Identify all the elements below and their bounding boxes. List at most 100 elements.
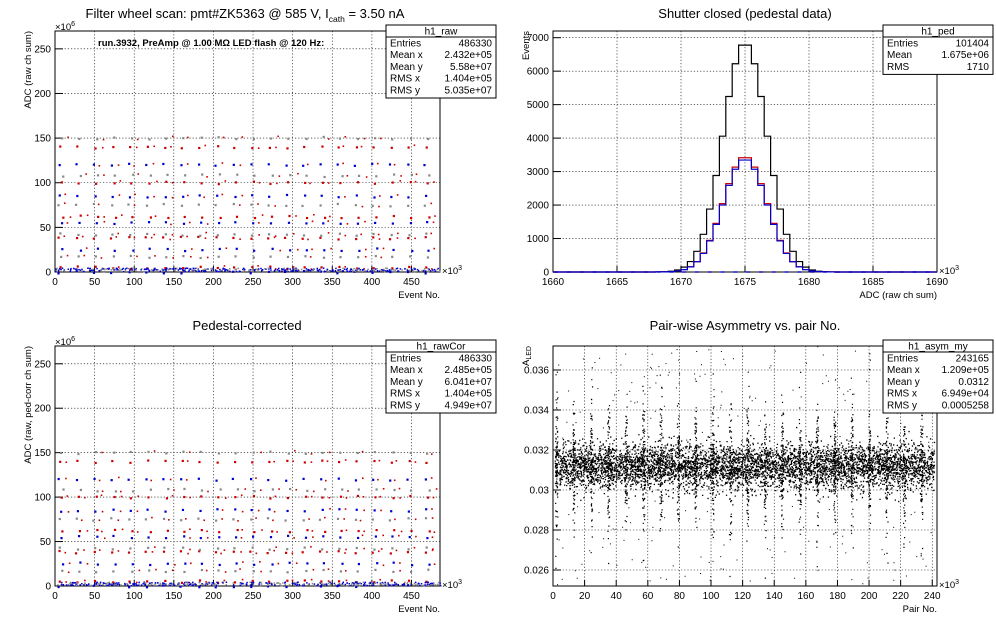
data-point <box>184 584 186 587</box>
data-point <box>377 233 380 236</box>
data-point <box>428 489 431 492</box>
data-point <box>150 236 153 239</box>
data-point <box>260 583 263 585</box>
data-point <box>221 509 224 511</box>
data-point <box>250 518 253 521</box>
data-point <box>285 551 288 554</box>
data-point <box>100 257 103 259</box>
data-point <box>291 552 294 555</box>
data-point <box>216 581 218 584</box>
data-point <box>406 478 409 481</box>
data-point <box>167 216 170 220</box>
data-point <box>312 269 315 271</box>
data-point <box>269 255 272 258</box>
stats-row-label: Mean y <box>887 377 920 388</box>
data-point <box>414 237 416 240</box>
data-point <box>269 450 272 453</box>
data-point <box>357 174 361 177</box>
data-point <box>339 536 342 539</box>
data-point <box>237 520 239 522</box>
data-point <box>354 204 357 207</box>
data-point <box>432 269 434 271</box>
data-point <box>295 562 298 565</box>
data-point <box>145 268 148 271</box>
data-point <box>242 561 244 563</box>
data-point <box>273 549 276 552</box>
data-point <box>292 268 294 270</box>
data-point <box>150 479 152 482</box>
data-point <box>433 268 436 271</box>
data-point <box>364 584 367 586</box>
data-point <box>130 182 133 185</box>
data-point <box>407 579 411 582</box>
data-point <box>144 584 146 586</box>
data-point <box>128 580 131 583</box>
data-point <box>251 579 254 583</box>
data-point <box>233 581 237 584</box>
data-point <box>194 270 196 273</box>
data-point <box>135 146 138 149</box>
data-point <box>345 497 348 499</box>
data-point <box>279 249 282 252</box>
data-point <box>363 137 366 140</box>
data-point <box>214 204 217 207</box>
data-point <box>77 233 80 237</box>
data-point <box>87 267 89 269</box>
data-point <box>433 582 435 585</box>
data-point <box>110 582 113 585</box>
data-point <box>344 234 347 237</box>
data-point <box>199 265 202 268</box>
data-point <box>74 268 76 270</box>
data-point <box>364 220 366 223</box>
data-point <box>253 531 256 534</box>
data-point <box>118 476 120 479</box>
data-point <box>171 582 173 585</box>
data-point <box>151 584 154 587</box>
x-tick-label: 100 <box>703 591 720 602</box>
data-point <box>323 175 326 179</box>
data-point <box>111 551 114 554</box>
data-point <box>286 496 290 500</box>
x-exponent-power: 3 <box>955 579 959 586</box>
data-point <box>205 581 207 583</box>
data-point <box>329 581 331 583</box>
data-point <box>287 181 290 184</box>
data-point <box>393 584 396 587</box>
data-point <box>147 496 150 499</box>
data-point <box>269 267 272 270</box>
data-point <box>172 583 175 585</box>
data-point <box>330 582 333 585</box>
data-point <box>235 268 237 270</box>
x-tick-label: 240 <box>924 591 941 602</box>
data-point <box>429 270 432 272</box>
data-point <box>204 268 206 271</box>
data-point <box>251 461 254 464</box>
data-point <box>188 581 190 584</box>
data-point <box>365 248 367 251</box>
data-point <box>287 221 291 224</box>
data-point <box>204 144 207 147</box>
data-point <box>186 163 189 165</box>
data-point <box>409 489 413 492</box>
data-point <box>371 268 373 270</box>
data-point <box>132 173 135 176</box>
data-point <box>407 237 410 240</box>
data-point <box>184 174 187 177</box>
data-point <box>252 495 256 498</box>
data-point <box>323 583 326 586</box>
data-point <box>235 247 238 250</box>
y-tick-label: 0 <box>45 582 51 593</box>
data-point <box>227 269 229 272</box>
data-point <box>337 550 340 553</box>
data-point <box>128 586 131 589</box>
chart-title-tail: = 3.50 nA <box>345 6 405 21</box>
data-point <box>384 270 386 273</box>
data-point <box>376 162 379 165</box>
y-tick-label: 0.034 <box>524 406 549 417</box>
data-point <box>233 547 236 550</box>
data-point <box>117 550 120 552</box>
data-marks <box>55 135 441 275</box>
data-point <box>357 562 360 566</box>
x-tick-label: 150 <box>165 591 182 602</box>
data-point <box>244 488 247 490</box>
